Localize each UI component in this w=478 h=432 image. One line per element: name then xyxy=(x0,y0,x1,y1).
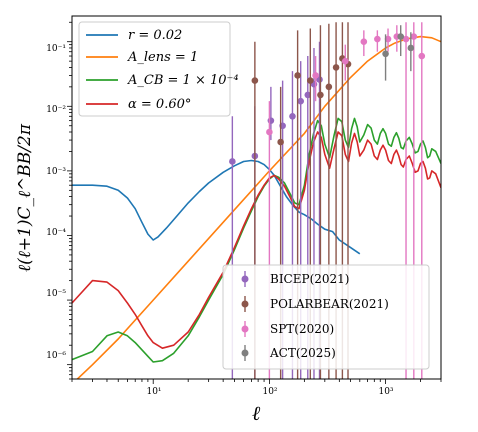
legend-label-alens: A_lens = 1 xyxy=(127,50,198,65)
act-2025-point xyxy=(382,50,389,58)
spt-2020-point xyxy=(402,35,410,43)
y-tick-label-1e-2: 10⁻² xyxy=(46,105,66,115)
bicep-2021-point xyxy=(304,91,312,99)
spt-2020-point xyxy=(312,72,319,79)
y-tick-label-1e-1: 10⁻¹ xyxy=(46,44,66,54)
legend-label-alpha: α = 0.60° xyxy=(128,97,191,112)
axis-ticks xyxy=(67,21,442,384)
legend-lines: r = 0.02 A_lens = 1 A_CB = 1 × 10⁻⁴ α = … xyxy=(78,21,239,117)
y-tick-label-1e-3: 10⁻³ xyxy=(46,167,66,177)
legend-label-acb: A_CB = 1 × 10⁻⁴ xyxy=(127,73,239,88)
bicep-2021-point xyxy=(229,158,236,165)
spt-2020-point xyxy=(360,38,368,46)
plot-frame xyxy=(71,15,442,380)
legend-lines-box xyxy=(78,21,231,117)
legend-label-bicep: BICEP(2021) xyxy=(270,272,349,286)
legend-marker-act xyxy=(241,349,249,357)
polarbear-2021-point xyxy=(307,77,314,84)
bicep-2021-point xyxy=(267,117,275,124)
spt-2020-point xyxy=(418,52,426,60)
legend-points-box xyxy=(222,264,430,370)
act-2025-point xyxy=(397,33,405,40)
legend-points: BICEP(2021) POLARBEAR(2021) SPT(2020) AC… xyxy=(222,264,430,370)
y-tick-label-1e-6: 10⁻⁶ xyxy=(46,351,66,361)
act-2025-point xyxy=(407,44,415,52)
legend-label-spt: SPT(2020) xyxy=(270,322,334,336)
series-line-a-cb-1-10 xyxy=(72,117,441,363)
data-points xyxy=(229,22,426,379)
legend-marker-polarbear xyxy=(241,300,249,308)
polarbear-2021-point xyxy=(277,138,284,146)
x-tick-label-10: 10¹ xyxy=(146,387,161,397)
legend-label-act: ACT(2025) xyxy=(269,346,336,360)
legend-marker-spt xyxy=(241,325,249,333)
polarbear-2021-point xyxy=(294,72,301,79)
x-tick-label-1000: 10³ xyxy=(378,387,393,397)
spt-2020-point xyxy=(374,35,381,43)
spt-2020-point xyxy=(341,57,349,65)
polarbear-2021-point xyxy=(317,91,324,99)
y-tick-label-1e-5: 10⁻⁵ xyxy=(46,289,66,299)
legend-marker-bicep xyxy=(241,275,249,283)
bicep-2021-point xyxy=(297,97,304,105)
spt-2020-point xyxy=(410,33,418,40)
polarbear-2021-point xyxy=(332,64,340,71)
polarbear-2021-point xyxy=(251,77,259,84)
polarbear-2021-point xyxy=(325,83,333,91)
spt-2020-point xyxy=(266,128,273,136)
x-axis-label: ℓ xyxy=(252,401,261,425)
x-tick-label-100: 10² xyxy=(262,387,277,397)
legend-label-polarbear: POLARBEAR(2021) xyxy=(270,297,389,311)
spt-2020-point xyxy=(384,35,392,43)
y-tick-label-1e-4: 10⁻⁴ xyxy=(46,228,66,238)
bicep-2021-point xyxy=(289,113,296,120)
y-axis-label: ℓ(ℓ+1)C_ℓ^BB/2π xyxy=(15,123,35,272)
legend-label-r: r = 0.02 xyxy=(128,28,182,43)
series-line-0-60 xyxy=(72,131,441,349)
